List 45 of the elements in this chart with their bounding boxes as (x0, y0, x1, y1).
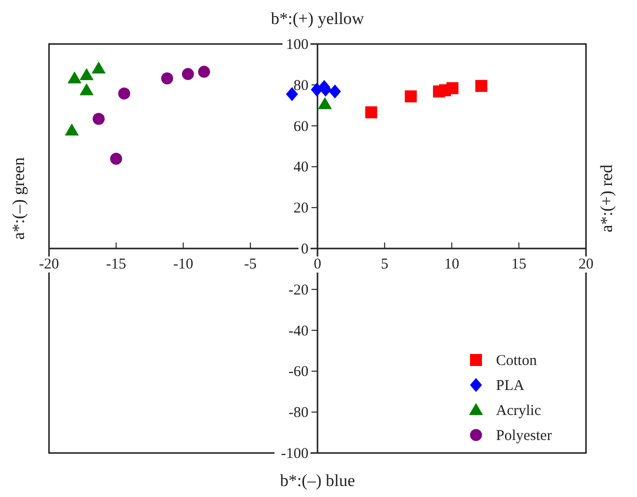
legend-label: Polyester (496, 428, 552, 444)
point (92, 112, 105, 125)
x-axis-title: b*:(–) blue (280, 471, 356, 490)
x-tick-label: 10 (444, 256, 460, 272)
point (182, 68, 194, 80)
y-tick-label: 60 (294, 118, 308, 135)
x-tick-label: 5 (380, 256, 388, 272)
x-tick-label: -20 (39, 256, 59, 272)
y-tick-label: 40 (294, 160, 308, 176)
legend-label: Acrylic (496, 403, 542, 419)
point (475, 80, 488, 92)
x-tick-label: -10 (173, 256, 194, 272)
point (446, 82, 458, 94)
legend-label: PLA (496, 378, 525, 394)
y-tick-label: 20 (294, 200, 308, 217)
point (404, 90, 417, 102)
y-tick-label: 100 (286, 37, 308, 53)
y2-axis-title: a*:(+) red (597, 164, 616, 232)
point (64, 124, 79, 136)
y-tick-label: -20 (288, 282, 308, 298)
legend-label: Cotton (496, 353, 538, 369)
x-tick-label: 15 (511, 256, 526, 272)
point (110, 152, 122, 165)
point (328, 84, 341, 98)
x-tick-label: -5 (244, 256, 257, 272)
x-tick-label: -15 (106, 256, 126, 272)
point (161, 72, 174, 84)
x-tick-label: 20 (578, 256, 594, 272)
point (68, 71, 82, 84)
y-tick-label: -80 (288, 405, 308, 422)
y-tick-label: -100 (281, 446, 308, 462)
y-tick-label: 0 (301, 242, 308, 258)
y-tick-label: -40 (288, 323, 308, 340)
point (80, 83, 94, 96)
y-tick-label: -60 (288, 364, 308, 380)
point (198, 66, 210, 78)
x-tick-label: 0 (314, 256, 322, 272)
y-tick-label: 80 (294, 78, 308, 94)
point (92, 62, 106, 74)
point (365, 106, 378, 118)
point (80, 68, 94, 80)
point (318, 97, 332, 110)
point (118, 87, 130, 100)
y-axis-title: a*:(–) green (9, 156, 28, 240)
chart-title: b*:(+) yellow (270, 9, 365, 28)
